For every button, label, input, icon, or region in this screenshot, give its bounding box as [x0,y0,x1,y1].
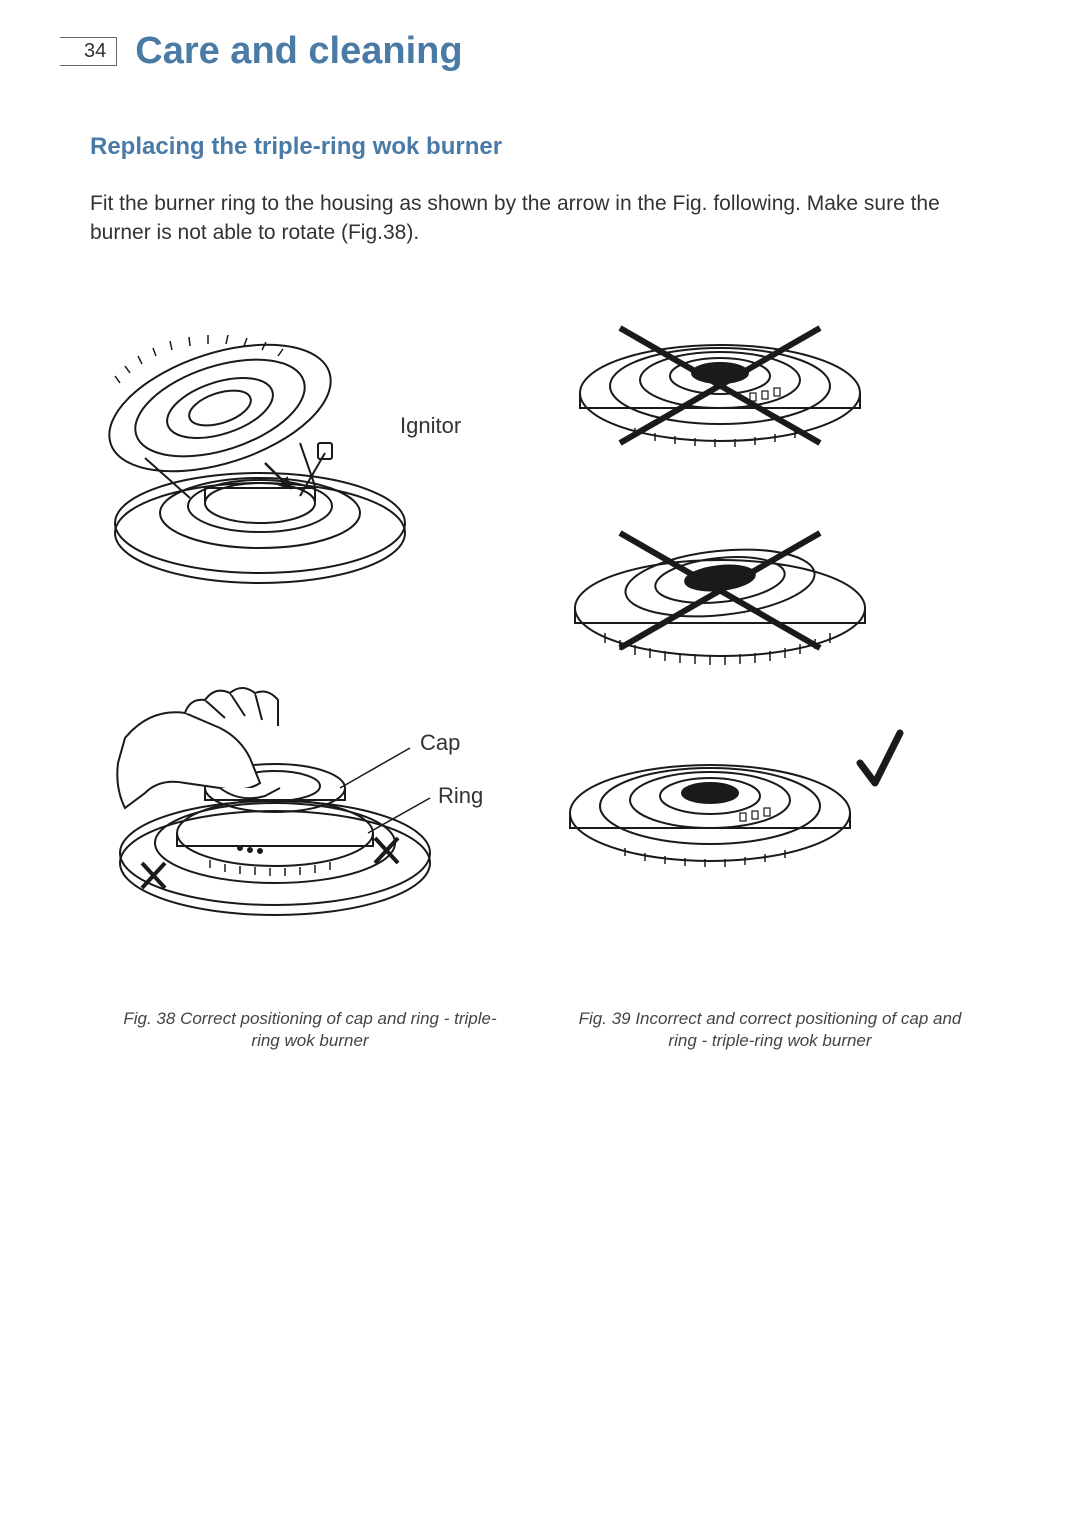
ignitor-label: Ignitor [400,413,461,439]
page-header: 34 Care and cleaning [0,0,1080,73]
caption-right: Fig. 39 Incorrect and correct positionin… [570,1008,970,1052]
figure-incorrect-2 [550,498,930,678]
right-figure-column [550,288,930,968]
page-title: Care and cleaning [135,30,462,73]
captions-row: Fig. 38 Correct positioning of cap and r… [90,1008,990,1052]
content-area: Replacing the triple-ring wok burner Fit… [0,73,1080,1052]
hand-diagram-svg [90,638,490,938]
body-paragraph: Fit the burner ring to the housing as sh… [90,189,990,248]
ignitor-diagram-svg [90,288,470,608]
left-figure-column: Ignitor [90,288,510,968]
page-number-box: 34 [60,37,117,66]
caption-left: Fig. 38 Correct positioning of cap and r… [110,1008,510,1052]
section-subtitle: Replacing the triple-ring wok burner [90,133,990,161]
figure-hand-view: Cap Ring [90,638,510,938]
incorrect2-svg [550,498,890,678]
figure-correct [550,708,930,888]
page-number: 34 [84,40,106,62]
correct-svg [550,708,910,888]
cap-label: Cap [420,730,460,756]
figures-row: Ignitor [90,288,990,968]
ring-label: Ring [438,783,483,809]
figure-incorrect-1 [550,288,930,468]
incorrect1-svg [550,288,890,468]
figure-ignitor-view: Ignitor [90,288,510,608]
